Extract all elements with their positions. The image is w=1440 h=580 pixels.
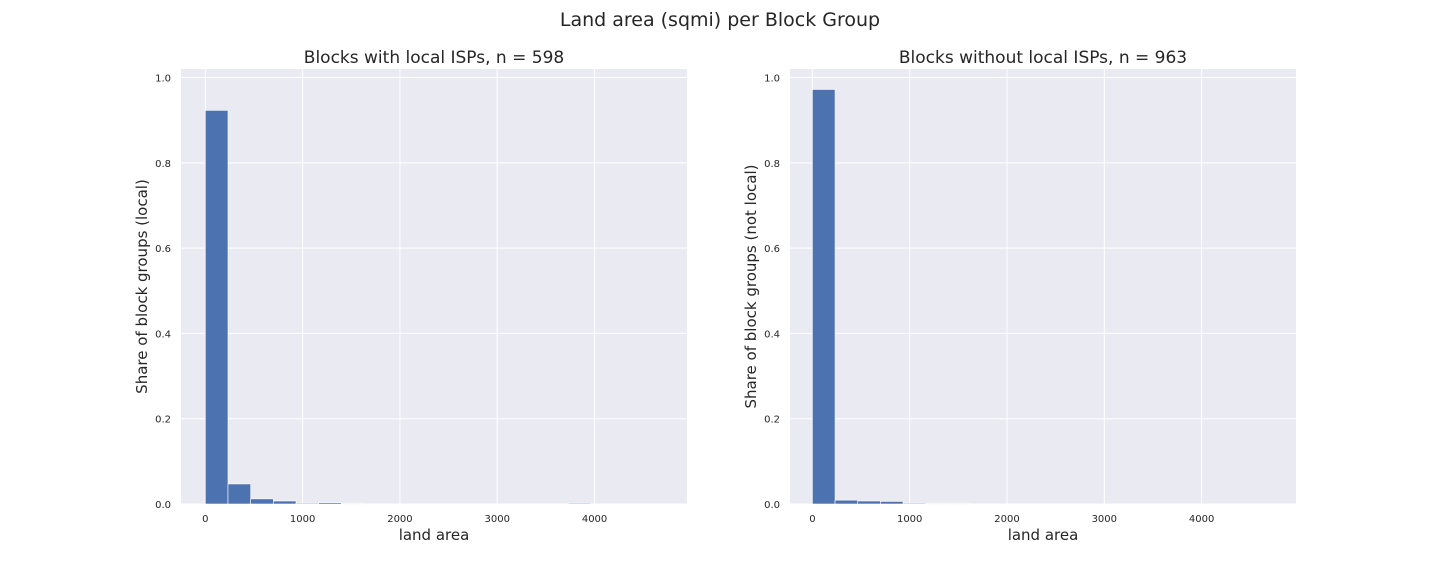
- x-tick-label: 0: [809, 514, 815, 525]
- histogram-bar: [857, 500, 881, 505]
- y-tick-label: 0.4: [155, 329, 171, 340]
- histogram-bar: [834, 499, 859, 505]
- x-tick-label: 2000: [387, 514, 412, 525]
- plot-area: [790, 69, 1296, 504]
- x-axis-label: land area: [399, 526, 470, 544]
- histogram-bar: [295, 502, 319, 505]
- y-axis-label: Share of block groups (not local): [742, 165, 760, 409]
- x-tick-label: 4000: [582, 514, 607, 525]
- y-tick-label: 1.0: [155, 74, 171, 85]
- subplot-2: 0 1000 2000 3000 4000 0.0 0.2 0.4 0.6 0.8 1.0 Block…: [742, 48, 1296, 544]
- histogram-bar: [341, 503, 365, 505]
- x-axis-label: land area: [1008, 526, 1079, 544]
- histogram-bar: [318, 502, 342, 505]
- plot-area: [181, 69, 687, 504]
- y-tick-label: 0.2: [764, 415, 780, 426]
- subplot-title: Blocks without local ISPs, n = 963: [899, 48, 1187, 68]
- histogram-bar: [948, 503, 972, 505]
- subplot-title: Blocks with local ISPs, n = 598: [304, 48, 564, 68]
- y-axis-label: Share of block groups (local): [133, 179, 151, 394]
- histogram-bar: [250, 498, 274, 505]
- histogram-bar: [205, 110, 229, 505]
- histogram-bar: [880, 501, 904, 505]
- histogram-bar: [227, 483, 251, 505]
- histogram-bar: [273, 500, 297, 505]
- x-tick-label: 3000: [1092, 514, 1117, 525]
- y-tick-label: 0.6: [764, 244, 780, 255]
- y-tick-label: 0.4: [764, 329, 780, 340]
- histogram-bar: [925, 503, 949, 505]
- x-tick-label: 3000: [485, 514, 510, 525]
- histogram-bar: [902, 502, 927, 505]
- y-tick-label: 0.8: [155, 159, 171, 170]
- y-tick-label: 0.0: [155, 500, 171, 511]
- y-tick-label: 1.0: [764, 74, 780, 85]
- histogram-bar: [812, 89, 836, 505]
- x-tick-label: 0: [202, 514, 208, 525]
- x-tick-label: 1000: [290, 514, 315, 525]
- figure-title: Land area (sqmi) per Block Group: [560, 9, 880, 31]
- x-tick-label: 2000: [994, 514, 1019, 525]
- y-tick-label: 0.6: [155, 244, 171, 255]
- y-tick-label: 0.8: [764, 159, 780, 170]
- x-tick-label: 4000: [1189, 514, 1214, 525]
- subplot-1: 0 1000 2000 3000 4000 0.0 0.2 0.4 0.6 0.8 1.0 Block…: [133, 48, 687, 544]
- histogram-bar: [567, 502, 592, 505]
- y-tick-label: 0.2: [155, 415, 171, 426]
- y-tick-label: 0.0: [764, 500, 780, 511]
- x-tick-label: 1000: [897, 514, 922, 525]
